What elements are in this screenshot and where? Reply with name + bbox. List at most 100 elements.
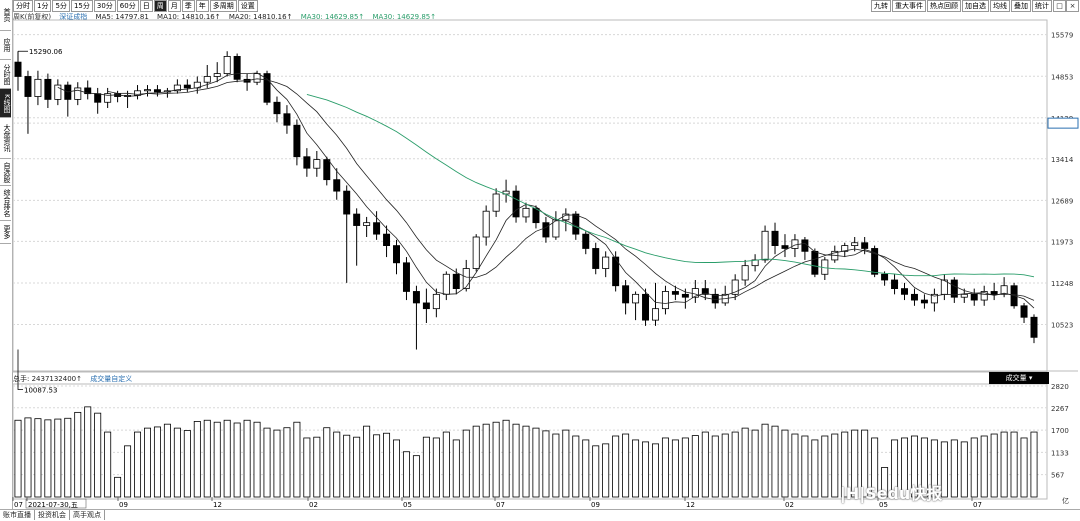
volume-bar (163, 423, 171, 498)
maximize-icon[interactable]: □ (1053, 0, 1066, 12)
candle-body (681, 293, 689, 298)
toolbar-right-button-6[interactable]: 统计 (1032, 0, 1052, 12)
candle-body (293, 124, 301, 158)
current-price-box (1047, 117, 1079, 129)
low-marker-line (17, 349, 23, 390)
tab-period-6[interactable]: 日 (139, 0, 153, 12)
toolbar-right-button-3[interactable]: 加自选 (962, 0, 989, 12)
volume-bar (801, 435, 809, 498)
volume-bar (771, 425, 779, 498)
toolbar-right-button-4[interactable]: 均线 (990, 0, 1010, 12)
volume-bar (243, 419, 251, 498)
volume-bar (203, 419, 211, 498)
price-tick-label: 15579 (1051, 32, 1073, 40)
sidebar-item-6[interactable]: 综合排名 (0, 186, 11, 221)
sidebar-item-0[interactable]: 首页 (0, 0, 11, 31)
candle-body (393, 245, 400, 264)
tab-period-1[interactable]: 1分 (34, 0, 52, 12)
volume-bar (542, 430, 550, 498)
candle-body (741, 265, 749, 281)
tab-period-4[interactable]: 30分 (93, 0, 116, 12)
candle-body (612, 256, 620, 287)
ma5-line (57, 72, 1035, 309)
volume-bar (940, 441, 948, 498)
chart-mode[interactable]: 周K(前复权) (13, 13, 52, 21)
volume-bar (691, 435, 699, 498)
sidebar-item-1[interactable]: 应用 (0, 31, 11, 60)
volume-bar (183, 430, 191, 498)
volume-bar (592, 445, 600, 498)
candle-body (861, 242, 869, 249)
volume-bar (74, 411, 82, 498)
sidebar-item-5[interactable]: 自选股 (0, 159, 11, 186)
volume-bar (552, 433, 560, 498)
bottom-tab-0[interactable]: 账市直播 (0, 510, 35, 520)
candle-body (203, 76, 211, 83)
x-tick-label: 02 (309, 501, 318, 509)
candle-body (851, 242, 859, 247)
candle-body (950, 279, 958, 298)
candle-body (512, 190, 520, 218)
sidebar-item-7[interactable]: 更多 (0, 221, 11, 244)
close-icon[interactable]: × (1066, 0, 1079, 12)
candle-body (1030, 316, 1038, 338)
tab-period-7[interactable]: 周 (153, 0, 167, 12)
volume-bar (950, 439, 958, 498)
candle-body (323, 159, 331, 181)
index-name[interactable]: 深证成指 (59, 13, 88, 21)
ma10-line (107, 78, 1035, 301)
volume-bar (472, 425, 480, 498)
volume-bar (84, 406, 92, 498)
volume-bar (422, 436, 430, 498)
tab-period-8[interactable]: 月 (167, 0, 181, 12)
volume-bar (273, 429, 281, 498)
low-annotation: 10087.53 (24, 387, 57, 395)
tab-period-12[interactable]: 设置 (237, 0, 258, 12)
sidebar-item-4[interactable]: 大盘资讯 (0, 118, 11, 159)
candle-body (442, 273, 450, 295)
candle-body (233, 56, 241, 80)
toolbar-right-button-5[interactable]: 叠加 (1011, 0, 1031, 12)
candle-body (373, 222, 381, 235)
price-tick-label: 13414 (1051, 156, 1074, 164)
volume-bar (681, 437, 689, 498)
volume-menu-dropdown[interactable]: 成交量 ▾ (989, 372, 1049, 384)
volume-bar (452, 439, 460, 498)
volume-bar (1030, 431, 1038, 498)
volume-bar (502, 419, 510, 498)
candle-body (642, 293, 650, 321)
candle-body (353, 213, 361, 226)
candle-body (602, 256, 610, 269)
tab-period-0[interactable]: 分时 (13, 0, 33, 12)
volume-bar (303, 437, 311, 498)
tab-period-3[interactable]: 15分 (70, 0, 93, 12)
candle-body (333, 179, 341, 192)
tab-period-10[interactable]: 年 (195, 0, 209, 12)
volume-bar (44, 419, 52, 498)
sidebar-item-3[interactable]: K线图 (0, 89, 11, 118)
tab-period-9[interactable]: 季 (181, 0, 195, 12)
sidebar-item-2[interactable]: 分时图 (0, 60, 11, 89)
ma10-value: MA10: 14810.16↑ (157, 13, 221, 21)
tab-period-5[interactable]: 60分 (116, 0, 139, 12)
bottom-tab-2[interactable]: 高手观点 (70, 510, 105, 520)
candle-body (153, 89, 161, 93)
candle-body (213, 73, 221, 77)
volume-selector[interactable]: 成交量自定义 (90, 375, 133, 383)
toolbar-right-button-2[interactable]: 热点回顾 (927, 0, 961, 12)
price-tick-label: 12689 (1051, 197, 1073, 205)
tab-period-11[interactable]: 多周期 (209, 0, 237, 12)
candle-body (881, 273, 889, 281)
candle-body (781, 245, 789, 249)
toolbar-right-button-0[interactable]: 九转 (871, 0, 891, 12)
candle-body (462, 268, 470, 289)
bottom-tab-1[interactable]: 投资机会 (35, 510, 70, 520)
volume-panel-frame (12, 383, 1048, 500)
candle-body (532, 207, 540, 224)
tab-period-2[interactable]: 5分 (52, 0, 70, 12)
candle-body (1020, 305, 1028, 318)
candle-body (691, 288, 699, 298)
toolbar-right-button-1[interactable]: 重大事件 (892, 0, 926, 12)
volume-bar (920, 437, 928, 498)
